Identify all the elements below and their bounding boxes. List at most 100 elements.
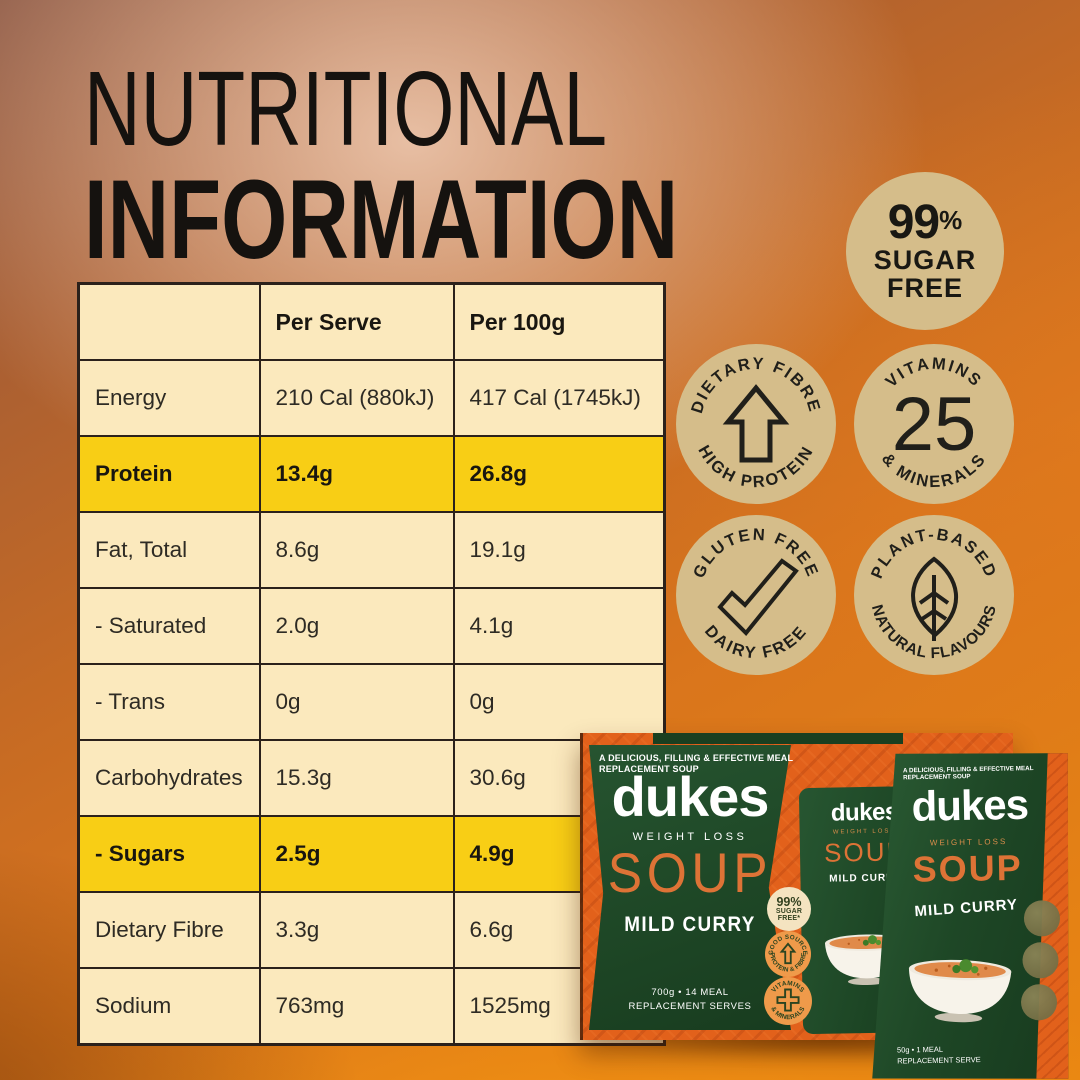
row-label: - Sugars <box>77 815 261 893</box>
table-header-row: Per Serve Per 100g <box>77 282 666 361</box>
header-cell-per-serve: Per Serve <box>258 282 455 361</box>
row-label: Dietary Fibre <box>77 891 261 969</box>
value-per-serve: 15.3g <box>258 739 455 817</box>
spice-dot <box>858 938 861 941</box>
pack-size: 50g • 1 MEAL REPLACEMENT SERVE <box>897 1044 981 1066</box>
sugar-free-number: 99 <box>887 196 940 250</box>
row-label: Energy <box>77 359 261 437</box>
value-per-serve: 2.5g <box>258 815 455 893</box>
badge-vitamins-minerals: VITAMINS & MINERALS 25 <box>854 344 1014 504</box>
bowl-body <box>907 968 1011 1015</box>
title-line1: NUTRITIONAL <box>84 50 607 168</box>
box-badge-sugar-free: 99% SUGAR FREE* <box>767 887 811 931</box>
garnish <box>862 939 869 946</box>
brand-logo: dukes <box>611 765 770 828</box>
box-lid <box>653 733 903 744</box>
table-row-energy: Energy 210 Cal (880kJ) 417 Cal (1745kJ) <box>77 359 666 437</box>
leaf-icon <box>911 556 959 641</box>
range-label: WEIGHT LOSS <box>632 831 748 843</box>
arrow-up-icon <box>779 942 797 965</box>
table-row-dietary-fibre: Dietary Fibre 3.3g 6.6g <box>77 891 666 969</box>
pack-size: 700g • 14 MEAL REPLACEMENT SERVES <box>589 986 791 1015</box>
header-cell-per-100g: Per 100g <box>452 282 666 361</box>
table-row-saturated: - Saturated 2.0g 4.1g <box>77 587 666 665</box>
spice-dot <box>935 968 938 971</box>
sugar-free-line1: SUGAR <box>873 244 977 275</box>
row-label: - Saturated <box>77 587 261 665</box>
table-row-carbohydrates: Carbohydrates 15.3g 30.6g <box>77 739 666 817</box>
pack-size-line2: REPLACEMENT SERVE <box>897 1054 981 1066</box>
mini-badge-line1: SUGAR <box>775 908 803 916</box>
number-25: 25 <box>892 382 977 467</box>
value-per-serve: 2.0g <box>258 587 455 665</box>
row-label: Fat, Total <box>77 511 261 589</box>
bowl-foot <box>847 977 887 986</box>
row-label: Protein <box>77 435 261 513</box>
product-pouch: A DELICIOUS, FILLING & EFFECTIVE MEAL RE… <box>870 747 1079 1080</box>
plus-icon <box>776 988 800 1012</box>
badge-gluten-dairy-free: GLUTEN FREE DAIRY FREE <box>676 515 836 675</box>
garnish <box>875 939 882 946</box>
garnish <box>952 965 961 974</box>
row-label: Sodium <box>77 967 261 1046</box>
page-title: NUTRITIONAL INFORMATION <box>84 56 866 276</box>
value-per-100g: 19.1g <box>452 511 666 589</box>
table-row-trans: - Trans 0g 0g <box>77 663 666 741</box>
product-name: SOUP <box>607 841 773 904</box>
box-badge-protein-fibre: GOOD SOURCE PROTEIN & FIBRE <box>765 931 811 977</box>
spice-dot <box>948 965 951 968</box>
arrow-up-icon <box>722 384 790 463</box>
value-per-serve: 210 Cal (880kJ) <box>258 359 455 437</box>
percent-sign: % <box>939 205 963 236</box>
pouch-tagline: A DELICIOUS, FILLING & EFFECTIVE MEAL RE… <box>902 765 1034 782</box>
mini-badge-value: 99% <box>776 894 802 909</box>
sugar-free-line2: FREE <box>886 272 963 303</box>
nutrition-table: Per Serve Per 100g Energy 210 Cal (880kJ… <box>77 282 666 1046</box>
badge-fibre-protein: DIETARY FIBRE HIGH PROTEIN <box>676 344 836 504</box>
brand-logo: dukes <box>911 780 1029 830</box>
table-row-sodium: Sodium 763mg 1525mg <box>77 967 666 1046</box>
pack-size-line1: 50g • 1 MEAL <box>896 1044 944 1055</box>
row-label: Carbohydrates <box>77 739 261 817</box>
value-per-serve: 3.3g <box>258 891 455 969</box>
soup-bowl-image <box>894 931 1025 1027</box>
box-tagline: A DELICIOUS, FILLING & EFFECTIVE MEAL RE… <box>599 753 794 775</box>
bowl-foot <box>935 1012 983 1023</box>
badge-circle <box>764 977 812 1025</box>
product-name: SOUP <box>912 846 1024 890</box>
header-cell-blank <box>77 282 261 361</box>
value-per-serve: 13.4g <box>258 435 455 513</box>
value-per-100g: 26.8g <box>452 435 666 513</box>
sugar-free-value: 99% <box>888 199 963 247</box>
spice-dot <box>977 973 980 976</box>
value-per-100g: 0g <box>452 663 666 741</box>
value-per-serve: 0g <box>258 663 455 741</box>
value-per-100g: 4.1g <box>452 587 666 665</box>
value-per-100g: 417 Cal (1745kJ) <box>452 359 666 437</box>
box-badge-vitamins: VITAMINS & MINERALS <box>764 977 812 1025</box>
flavour-label: MILD CURRY <box>913 896 1019 921</box>
badge-circle <box>854 344 1014 504</box>
badge-circle <box>676 344 836 504</box>
spice-dot <box>984 967 987 970</box>
garnish <box>868 935 877 945</box>
badge-sugar-free: 99% SUGAR FREE <box>846 172 1004 330</box>
badge-plant-based: PLANT-BASED NATURAL FLAVOURS <box>854 515 1014 675</box>
table-row-protein: Protein 13.4g 26.8g <box>77 435 666 513</box>
value-per-serve: 8.6g <box>258 511 455 589</box>
check-icon <box>717 558 799 636</box>
pack-size-line2: REPLACEMENT SERVES <box>628 1000 752 1012</box>
box-front-panel: dukes WEIGHT LOSS SOUP MILD CURRY 700g •… <box>589 745 791 1030</box>
garnish <box>959 959 972 972</box>
spice-dot <box>847 942 850 945</box>
flavour-label: MILD CURRY <box>624 913 756 936</box>
title-line2: INFORMATION <box>84 157 679 282</box>
mini-badge-line2: FREE* <box>777 915 801 923</box>
garnish <box>971 966 979 974</box>
row-label: - Trans <box>77 663 261 741</box>
pack-size-line1: 700g • 14 MEAL <box>651 986 729 998</box>
table-row-sugars: - Sugars 2.5g 4.9g <box>77 815 666 893</box>
badge-circle <box>765 931 811 977</box>
value-per-serve: 763mg <box>258 967 455 1046</box>
